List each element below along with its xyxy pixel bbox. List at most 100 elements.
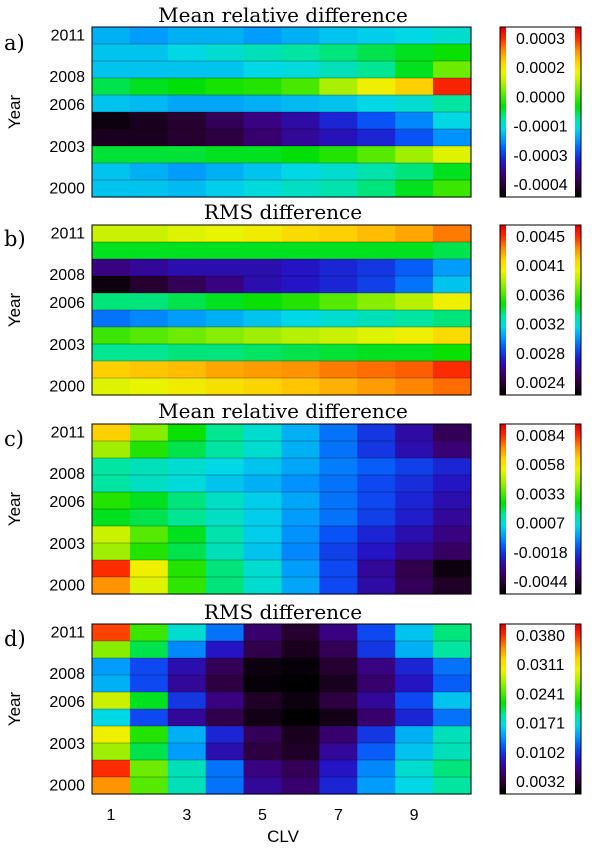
heatmap-cell <box>433 441 472 459</box>
heatmap-cell <box>92 310 131 328</box>
colorbar-swatch <box>500 705 506 708</box>
heatmap-cell <box>433 163 472 181</box>
heatmap-cell <box>281 726 320 744</box>
heatmap-cell <box>92 129 131 147</box>
heatmap-cell <box>243 129 283 147</box>
colorbar-swatch <box>500 536 506 539</box>
colorbar-swatch <box>500 378 506 381</box>
colorbar-swatch <box>500 338 506 342</box>
colorbar-swatch <box>500 720 506 724</box>
colorbar-swatch <box>575 749 581 752</box>
heatmap-cell <box>205 259 245 277</box>
colorbar-swatch <box>575 553 581 556</box>
colorbar-swatch <box>575 678 581 681</box>
colorbar-swatch <box>575 57 581 60</box>
colorbar-swatch <box>500 315 506 318</box>
heatmap-cell <box>167 95 207 113</box>
heatmap-cell <box>205 760 245 778</box>
heatmap-cell <box>205 777 245 795</box>
colorbar-swatch <box>575 71 581 74</box>
colorbar-swatch <box>500 28 506 31</box>
heatmap-cell <box>205 310 245 328</box>
colorbar-swatch <box>500 144 506 147</box>
heatmap-cell <box>281 310 320 328</box>
colorbar-swatch <box>575 45 581 48</box>
colorbar-swatch <box>575 666 581 669</box>
colorbar-swatch <box>500 120 506 123</box>
colorbar-swatch <box>575 366 581 369</box>
colorbar-swatch <box>575 174 581 178</box>
colorbar-swatch <box>500 367 506 370</box>
colorbar-swatch <box>500 715 506 718</box>
colorbar-frame <box>499 423 582 595</box>
heatmap-cell <box>92 361 131 379</box>
colorbar-swatch <box>500 582 506 585</box>
colorbar-swatch <box>575 644 581 647</box>
colorbar-swatch <box>575 54 581 57</box>
year-tick-label: 2003 <box>49 139 85 156</box>
colorbar-swatch <box>575 568 581 571</box>
heatmap-cell <box>395 760 434 778</box>
colorbar-swatch <box>575 473 581 476</box>
colorbar-swatch <box>575 715 581 718</box>
colorbar-swatch <box>575 681 581 684</box>
colorbar-swatch <box>575 64 581 67</box>
colorbar-swatch <box>500 135 506 138</box>
colorbar-swatch <box>575 42 581 45</box>
heatmap-cell <box>129 424 169 442</box>
colorbar-swatch <box>500 456 506 459</box>
colorbar-swatch <box>500 558 506 561</box>
heatmap-cell <box>281 112 320 130</box>
heatmap-cell <box>357 344 396 362</box>
colorbar-swatch <box>500 381 506 384</box>
heatmap-cell <box>357 361 396 379</box>
colorbar-swatch <box>500 588 506 592</box>
colorbar-swatch <box>500 751 506 754</box>
year-tick-label: 2003 <box>49 536 85 553</box>
heatmap-cell <box>357 526 396 544</box>
heatmap-cell <box>92 242 131 260</box>
colorbar-swatch <box>575 81 581 84</box>
heatmap-cell <box>129 760 169 778</box>
colorbar-swatch <box>575 768 581 771</box>
colorbar-swatch <box>500 281 506 284</box>
colorbar-swatch <box>575 651 581 654</box>
heatmap-cell <box>167 78 207 96</box>
colorbar-swatch <box>500 659 506 662</box>
heatmap-cell <box>243 44 283 62</box>
colorbar-swatch <box>500 686 506 690</box>
colorbar-swatch <box>575 135 581 138</box>
colorbar-swatch <box>575 106 581 110</box>
colorbar-swatch <box>575 481 581 484</box>
colorbar-swatch <box>575 236 581 240</box>
colorbar-swatch <box>500 44 506 47</box>
heatmap-cell <box>281 658 320 676</box>
heatmap-cell <box>167 361 207 379</box>
heatmap-cell <box>395 129 434 147</box>
heatmap-cell <box>205 27 245 45</box>
colorbar-tick-label: 0.0311 <box>517 657 565 674</box>
colorbar-swatch <box>575 44 581 47</box>
colorbar-swatch <box>500 731 506 734</box>
colorbar-swatch <box>500 93 506 96</box>
heatmap-cell <box>357 709 396 727</box>
colorbar-swatch <box>500 169 506 172</box>
colorbar-swatch <box>500 159 506 162</box>
heatmap-cell <box>92 560 131 578</box>
colorbar-swatch <box>575 115 581 118</box>
colorbar-swatch <box>575 692 581 695</box>
colorbar-swatch <box>575 303 581 306</box>
colorbar-swatch <box>500 181 506 184</box>
colorbar-swatch <box>500 103 506 106</box>
heatmap-cell <box>357 225 396 243</box>
colorbar-swatch <box>500 749 506 752</box>
colorbar-swatch <box>500 661 506 664</box>
colorbar-swatch <box>575 276 581 279</box>
colorbar-swatch <box>575 480 581 483</box>
colorbar-swatch <box>575 103 581 106</box>
colorbar-swatch <box>575 727 581 730</box>
colorbar-swatch <box>575 561 581 564</box>
colorbar-swatch <box>575 446 581 449</box>
colorbar-swatch <box>500 156 506 159</box>
colorbar-swatch <box>500 734 506 737</box>
